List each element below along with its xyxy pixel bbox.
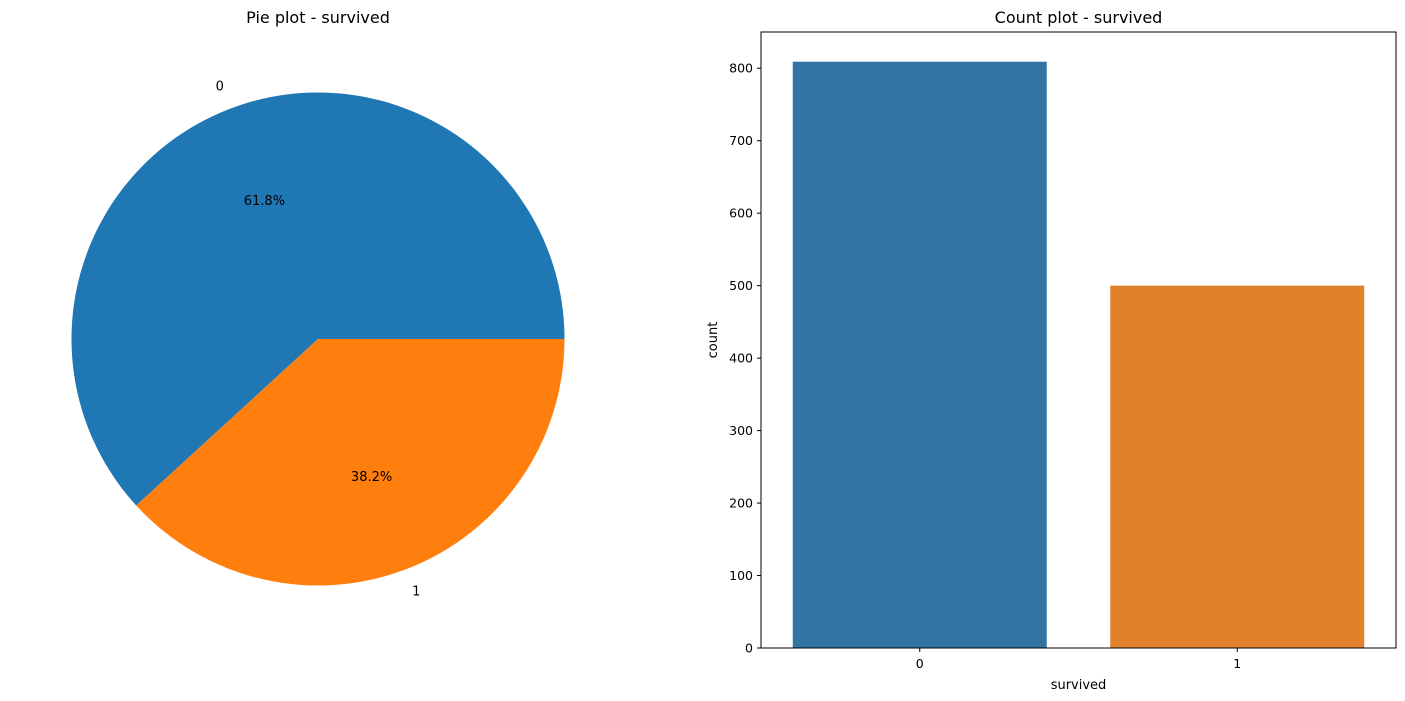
y-tick-label: 0	[745, 641, 753, 656]
y-tick-label: 400	[729, 351, 753, 366]
pie-percent-1: 38.2%	[351, 470, 392, 485]
pie-chart: Pie plot - survived 0 61.8% 1 38.2%	[71, 8, 565, 600]
pie-label-0: 0	[216, 79, 224, 94]
bar-1	[1110, 285, 1365, 648]
bar-0	[792, 61, 1047, 648]
y-axis-ticks: 0 100 200 300 400 500 600 700 800	[729, 61, 761, 656]
pie-label-1: 1	[412, 585, 420, 600]
y-axis-label: count	[706, 322, 721, 359]
y-tick-label: 700	[729, 133, 753, 148]
pie-labels: 0 61.8% 1 38.2%	[216, 79, 421, 599]
y-tick-label: 200	[729, 496, 753, 511]
y-tick-label: 300	[729, 423, 753, 438]
pie-slice-1	[136, 339, 565, 586]
x-axis-label: survived	[1051, 678, 1107, 693]
plot-area-frame	[760, 31, 1397, 649]
bar-chart: Count plot - survived 010020030040050060…	[706, 8, 1397, 693]
pie-slice-0	[71, 92, 565, 506]
x-tick-label: 1	[1233, 656, 1241, 671]
y-tick-label: 500	[729, 278, 753, 293]
x-tick-label: 0	[916, 656, 924, 671]
bar-rects	[792, 61, 1365, 648]
y-tick-label: 600	[729, 206, 753, 221]
y-tick-label: 800	[729, 61, 753, 76]
pie-chart-title: Pie plot - survived	[246, 8, 390, 27]
pie-slices	[71, 92, 565, 586]
y-tick-label: 100	[729, 568, 753, 583]
bar-chart-title: Count plot - survived	[995, 8, 1163, 27]
pie-percent-0: 61.8%	[244, 194, 285, 209]
